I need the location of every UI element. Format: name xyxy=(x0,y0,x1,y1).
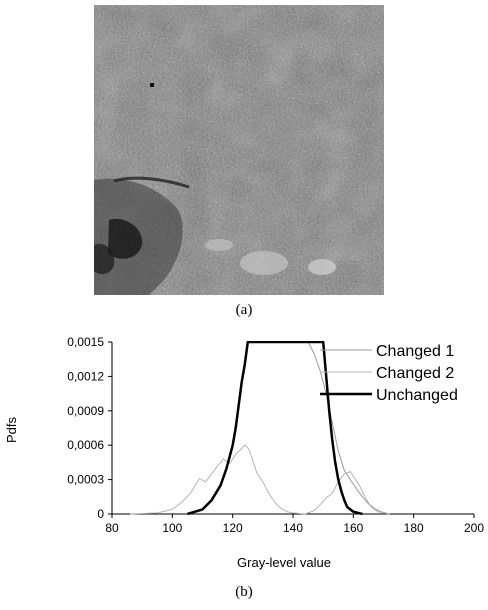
legend-label: Changed 2 xyxy=(376,365,454,382)
x-tick-label: 140 xyxy=(283,521,303,535)
x-tick-label: 200 xyxy=(464,521,484,535)
series-line-unchanged xyxy=(187,341,363,515)
legend-label: Changed 1 xyxy=(376,343,454,360)
y-axis-label: Pdfs xyxy=(4,416,19,443)
x-tick-label: 180 xyxy=(404,521,424,535)
pdf-line-chart: 0 0,0003 0,0006 0,0009 0,0012 0,0015 80 100 120 1… xyxy=(4,335,484,570)
caption-b: (b) xyxy=(235,584,253,600)
x-axis-label: Gray-level value xyxy=(237,555,331,570)
grayscale-satellite-image xyxy=(94,5,384,295)
x-tick-label: 160 xyxy=(343,521,363,535)
y-tick-label: 0,0012 xyxy=(67,369,104,383)
series-line-changed-2 xyxy=(130,444,390,515)
legend-label: Unchanged xyxy=(376,387,458,404)
y-tick-label: 0,0006 xyxy=(67,438,104,452)
x-tick-label: 100 xyxy=(162,521,182,535)
caption-a: (a) xyxy=(235,302,253,318)
x-tick-label: 80 xyxy=(105,521,119,535)
series-line-changed-1 xyxy=(307,341,390,515)
y-tick-label: 0,0015 xyxy=(67,335,104,349)
y-tick-label: 0,0003 xyxy=(67,473,104,487)
y-tick-label: 0,0009 xyxy=(67,404,104,418)
chart-plot-group: 0 0,0003 0,0006 0,0009 0,0012 0,0015 80 100 120 1… xyxy=(67,335,484,535)
y-tick-label: 0 xyxy=(97,507,104,521)
x-tick-label: 120 xyxy=(223,521,243,535)
